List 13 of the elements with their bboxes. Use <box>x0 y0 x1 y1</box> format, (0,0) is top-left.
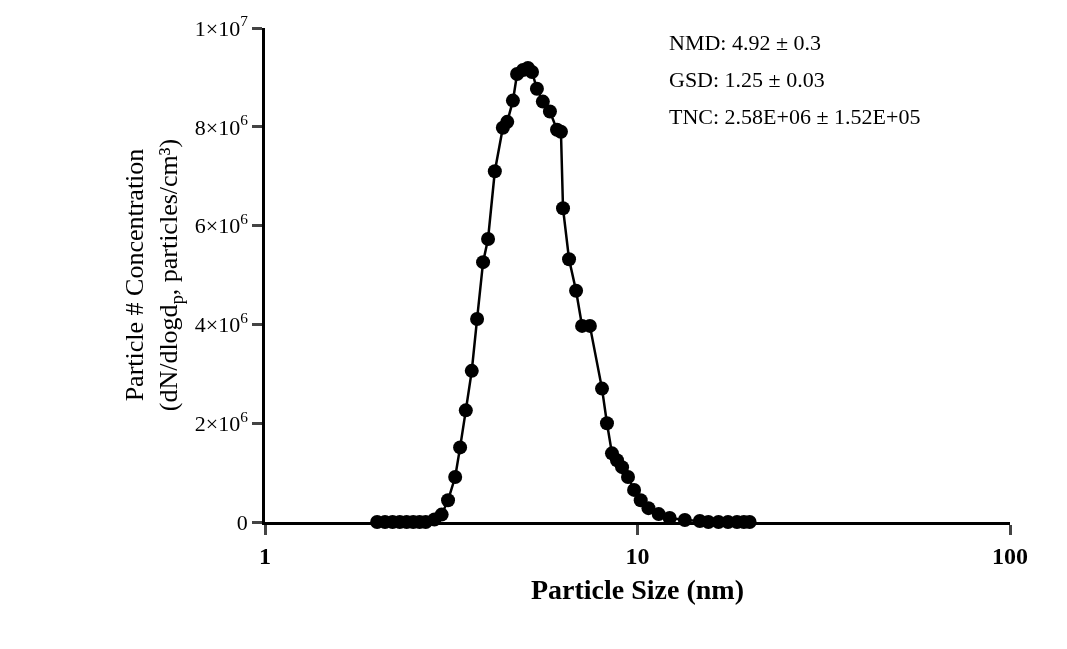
annotation: TNC: 2.58E+06 ± 1.52E+05 <box>669 104 921 129</box>
y-tick-label: 8×10$^{6}$ <box>194 111 249 140</box>
x-tick-label: 1 <box>259 542 271 569</box>
x-tick-label: 100 <box>992 542 1028 569</box>
annotation: NMD: 4.92 ± 0.3 <box>669 30 822 55</box>
x-tick-label: 10 <box>625 542 650 569</box>
x-axis-title: Particle Size (nm) <box>530 573 745 605</box>
y-tick-label: 6×10$^{6}$ <box>194 210 249 239</box>
y-tick-label: 0 <box>236 509 248 535</box>
y-tick-label: 2×10$^{6}$ <box>194 407 249 436</box>
y-tick-label: 4×10$^{6}$ <box>194 308 249 338</box>
annotation: GSD: 1.25 ± 0.03 <box>669 67 825 92</box>
y-tick-label: 1×10$^{7}$ <box>194 12 249 41</box>
